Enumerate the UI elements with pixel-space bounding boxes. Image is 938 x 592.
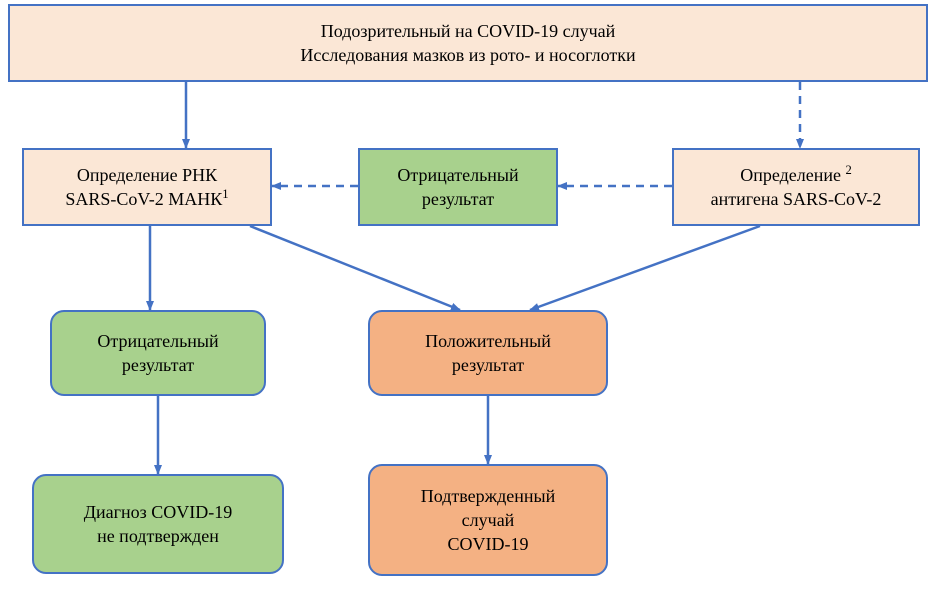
node-rnk-detection: Определение РНКSARS-CoV-2 МАНК1 bbox=[22, 148, 272, 226]
node-text-line: Положительный bbox=[425, 329, 551, 353]
node-negative-result: Отрицательныйрезультат bbox=[50, 310, 266, 396]
node-text-line: результат bbox=[422, 187, 494, 211]
node-text-line: результат bbox=[122, 353, 194, 377]
node-negative-mid: Отрицательныйрезультат bbox=[358, 148, 558, 226]
node-positive-result: Положительныйрезультат bbox=[368, 310, 608, 396]
node-text-line: не подтвержден bbox=[97, 524, 219, 548]
node-text-line: случай bbox=[462, 508, 515, 532]
node-text-line: результат bbox=[452, 353, 524, 377]
node-text-line: Исследования мазков из рото- и носоглотк… bbox=[300, 43, 635, 67]
node-text-line: Отрицательный bbox=[397, 163, 518, 187]
edge-antigen-to-pos_res bbox=[530, 226, 760, 310]
node-text-line: Подозрительный на COVID-19 случай bbox=[321, 19, 616, 43]
edge-rnk-to-pos_res bbox=[250, 226, 460, 310]
node-text-line: Диагноз COVID-19 bbox=[84, 500, 233, 524]
node-text-line: Определение РНК bbox=[77, 163, 217, 187]
node-text-line: COVID-19 bbox=[448, 532, 529, 556]
node-text-line: Определение 2 bbox=[740, 163, 852, 187]
node-confirmed: ПодтвержденныйслучайCOVID-19 bbox=[368, 464, 608, 576]
node-text-line: Отрицательный bbox=[97, 329, 218, 353]
flowchart-canvas: Подозрительный на COVID-19 случайИсследо… bbox=[0, 0, 938, 592]
node-not-confirmed: Диагноз COVID-19не подтвержден bbox=[32, 474, 284, 574]
node-text-line: SARS-CoV-2 МАНК1 bbox=[65, 187, 228, 211]
node-text-line: Подтвержденный bbox=[421, 484, 555, 508]
node-start: Подозрительный на COVID-19 случайИсследо… bbox=[8, 4, 928, 82]
node-text-line: антигена SARS-CoV-2 bbox=[711, 187, 882, 211]
node-antigen-detection: Определение 2антигена SARS-CoV-2 bbox=[672, 148, 920, 226]
